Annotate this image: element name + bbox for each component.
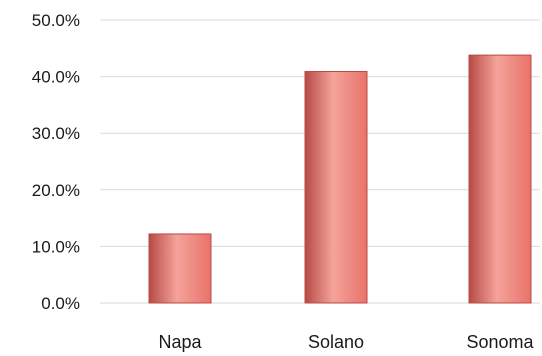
x-category-label: Napa [158, 332, 202, 352]
x-axis-category-labels: Napa Solano Sonoma [158, 332, 534, 352]
y-tick-label: 50.0% [32, 11, 80, 30]
bar-solano [304, 71, 368, 304]
x-category-label: Sonoma [466, 332, 534, 352]
y-tick-label: 10.0% [32, 237, 80, 256]
y-tick-label: 30.0% [32, 124, 80, 143]
bars [148, 54, 532, 304]
y-axis-tick-labels: 0.0% 10.0% 20.0% 30.0% 40.0% 50.0% [32, 11, 80, 313]
x-category-label: Solano [308, 332, 364, 352]
bar-napa [148, 233, 212, 304]
y-tick-label: 20.0% [32, 181, 80, 200]
bar-sonoma [468, 54, 532, 304]
y-tick-label: 0.0% [41, 294, 80, 313]
y-tick-label: 40.0% [32, 68, 80, 87]
